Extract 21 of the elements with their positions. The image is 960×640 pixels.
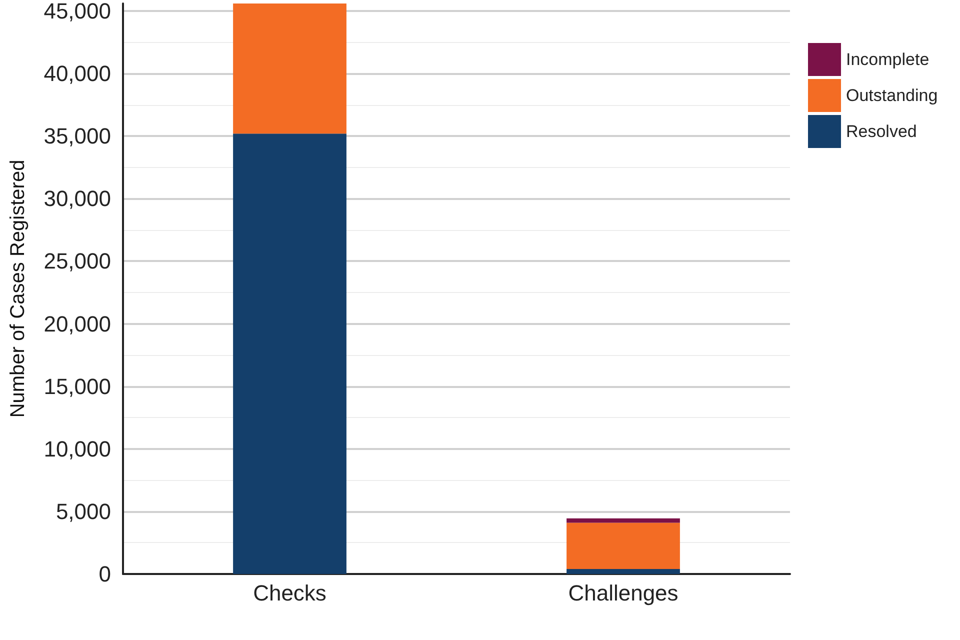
y-tick-label: 5,000 bbox=[56, 498, 111, 524]
bar bbox=[233, 134, 346, 574]
x-tick-label: Checks bbox=[253, 580, 326, 606]
bar bbox=[566, 568, 680, 574]
y-tick-label: 25,000 bbox=[44, 248, 111, 274]
y-tick-label: 30,000 bbox=[44, 186, 111, 212]
y-tick-label: 45,000 bbox=[44, 0, 111, 24]
y-tick-label: 10,000 bbox=[44, 436, 111, 462]
y-tick-label: 0 bbox=[98, 562, 111, 586]
x-tick-label: Challenges bbox=[568, 580, 678, 606]
bar bbox=[566, 518, 680, 523]
y-tick-label: 15,000 bbox=[44, 374, 111, 399]
legend-label: Outstanding bbox=[846, 86, 938, 105]
y-tick-label: 20,000 bbox=[44, 311, 111, 336]
legend-label: Incomplete bbox=[846, 50, 930, 69]
y-tick-label: 40,000 bbox=[44, 61, 111, 86]
y-axis-title: Number of Cases Registered bbox=[7, 160, 29, 418]
bar bbox=[566, 522, 680, 569]
y-tick-label: 35,000 bbox=[44, 124, 111, 149]
legend-label: Resolved bbox=[846, 122, 917, 141]
bar bbox=[233, 3, 346, 134]
